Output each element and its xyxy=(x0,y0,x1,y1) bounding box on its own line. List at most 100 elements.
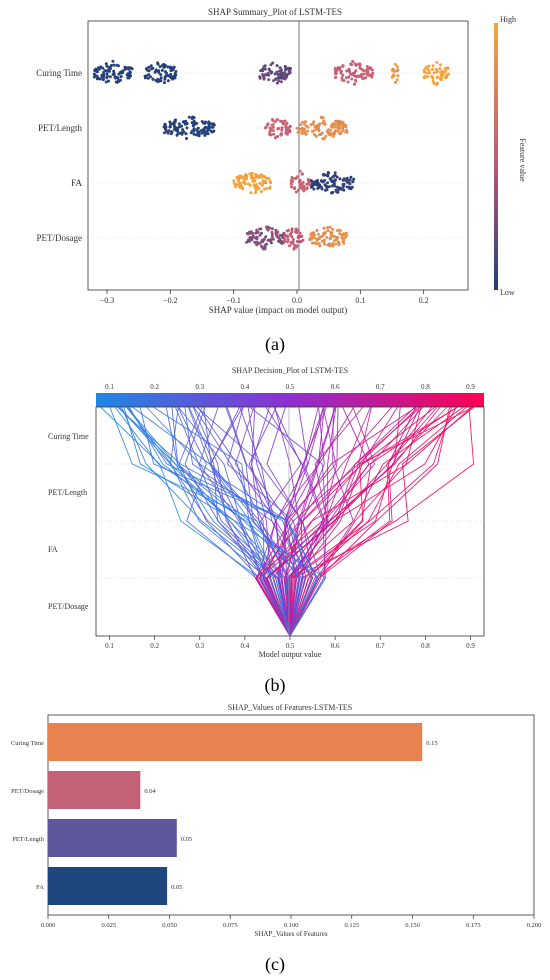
summary-point xyxy=(166,74,170,78)
summary-point xyxy=(154,68,158,72)
summary-point xyxy=(296,236,300,240)
summary-point xyxy=(253,240,257,244)
decision-top-tick-label: 0.1 xyxy=(105,383,114,391)
summary-point xyxy=(269,127,273,131)
summary-x-tick-label: −0.1 xyxy=(226,296,241,305)
summary-point xyxy=(115,80,119,84)
summary-point xyxy=(322,173,326,177)
summary-point xyxy=(350,77,354,81)
summary-point xyxy=(271,61,275,65)
decision-path xyxy=(193,406,291,637)
summary-point xyxy=(369,74,373,78)
shap-bar-chart: SHAP_Values of Features-LSTM-TES Curing … xyxy=(11,703,541,975)
summary-point xyxy=(265,242,268,246)
summary-point xyxy=(309,232,313,236)
summary-point xyxy=(121,69,125,73)
summary-point xyxy=(356,74,359,78)
summary-point xyxy=(302,188,305,192)
summary-point xyxy=(341,73,345,77)
summary-feature-label: PET/Dosage xyxy=(37,233,83,243)
summary-point xyxy=(203,125,207,129)
summary-point xyxy=(278,66,282,70)
summary-point xyxy=(291,238,295,242)
summary-point xyxy=(162,81,166,85)
summary-point xyxy=(332,132,336,136)
summary-point xyxy=(211,125,215,129)
summary-point xyxy=(182,130,186,134)
summary-point xyxy=(202,121,206,125)
decision-colorbar xyxy=(96,393,484,407)
summary-point xyxy=(260,68,264,72)
summary-point xyxy=(273,136,277,140)
summary-point xyxy=(264,235,268,239)
summary-point xyxy=(329,128,333,132)
summary-point xyxy=(300,132,304,135)
summary-point xyxy=(344,76,348,80)
summary-point xyxy=(334,125,338,129)
summary-point xyxy=(163,131,166,135)
summary-point xyxy=(115,63,119,67)
summary-point xyxy=(334,188,338,192)
summary-point xyxy=(338,120,342,124)
summary-point xyxy=(107,69,111,73)
summary-point xyxy=(279,240,282,244)
bar-x-tick-label: 0.150 xyxy=(405,922,420,929)
summary-point xyxy=(170,130,174,134)
summary-point xyxy=(98,77,102,81)
summary-point xyxy=(337,126,341,130)
summary-point xyxy=(337,243,341,247)
summary-point xyxy=(163,77,167,81)
caption-b: (b) xyxy=(265,675,286,695)
summary-point xyxy=(254,184,258,188)
summary-point xyxy=(345,185,349,189)
summary-point xyxy=(242,176,246,179)
summary-point xyxy=(262,238,266,242)
summary-point xyxy=(273,120,277,124)
bar xyxy=(48,819,177,857)
summary-point xyxy=(298,169,302,173)
bar-category-label: PET/Dosage xyxy=(11,788,44,795)
summary-point xyxy=(269,70,273,74)
summary-point xyxy=(266,123,270,127)
summary-point xyxy=(265,176,269,180)
summary-point xyxy=(320,131,324,135)
summary-point xyxy=(290,242,294,246)
summary-point xyxy=(319,115,323,119)
summary-title: SHAP Summary_Plot of LSTM-TES xyxy=(208,7,342,17)
summary-point xyxy=(259,190,263,193)
summary-point xyxy=(277,76,281,80)
summary-point xyxy=(309,179,313,183)
summary-point xyxy=(439,63,442,67)
summary-point xyxy=(338,232,342,236)
summary-point xyxy=(212,122,216,126)
decision-path xyxy=(286,406,372,637)
summary-point xyxy=(348,182,352,186)
bar xyxy=(48,867,168,905)
decision-path xyxy=(225,406,300,637)
summary-point xyxy=(163,123,167,127)
summary-point xyxy=(435,61,439,64)
decision-x-axis-label: Model output value xyxy=(259,650,322,659)
summary-point xyxy=(390,75,394,79)
summary-point xyxy=(345,69,349,73)
summary-point xyxy=(271,237,275,241)
bar-title: SHAP_Values of Features-LSTM-TES xyxy=(228,703,352,712)
decision-title: SHAP Decision_Plot of LSTM-TES xyxy=(232,366,348,375)
summary-point xyxy=(342,177,346,181)
summary-x-tick-label: 0.2 xyxy=(419,296,429,305)
summary-point xyxy=(431,64,435,68)
decision-path xyxy=(284,406,436,637)
summary-point xyxy=(276,236,280,239)
summary-point xyxy=(254,231,258,235)
summary-point xyxy=(295,240,299,243)
summary-point xyxy=(365,65,369,68)
decision-path xyxy=(289,406,326,637)
summary-point xyxy=(95,74,99,78)
summary-point xyxy=(395,78,399,82)
summary-point xyxy=(156,61,160,65)
summary-point xyxy=(287,126,290,130)
decision-path xyxy=(273,406,473,637)
bar-data-label: 0.04 xyxy=(144,788,156,795)
summary-point xyxy=(366,70,370,74)
summary-point xyxy=(275,64,279,68)
